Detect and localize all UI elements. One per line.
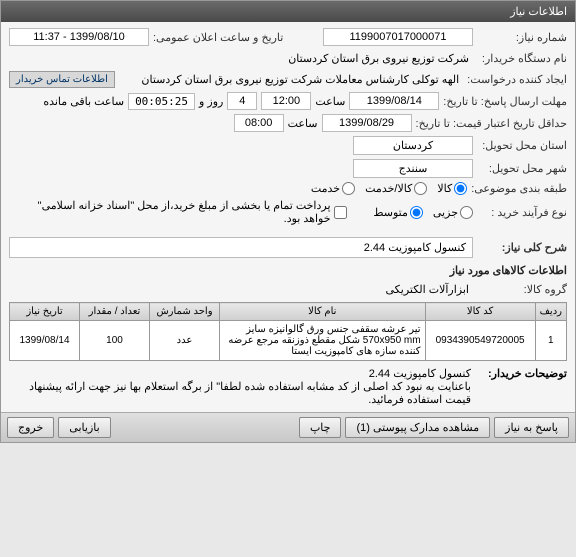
deliver-city: سنندج [353, 159, 473, 178]
topic-label: طبقه بندی موضوعی: [471, 182, 567, 195]
days-label: روز و [199, 95, 223, 108]
deliver-prov-label: استان محل تحویل: [477, 139, 567, 152]
proc-label: نوع فرآیند خرید : [477, 206, 567, 219]
items-table: ردیف کد کالا نام کالا واحد شمارش تعداد /… [9, 302, 567, 361]
th-row: ردیف [535, 303, 566, 321]
table-header-row: ردیف کد کالا نام کالا واحد شمارش تعداد /… [10, 303, 567, 321]
footer-bar: پاسخ به نیاز مشاهده مدارک پیوستی (1) چاپ… [1, 412, 575, 442]
th-date: تاریخ نیاز [10, 303, 80, 321]
window-title: اطلاعات نیاز [510, 6, 567, 18]
days-value: 4 [227, 92, 257, 110]
print-button[interactable]: چاپ [299, 417, 342, 438]
announce-value: 1399/08/10 - 11:37 [9, 28, 149, 46]
main-desc-label: شرح کلی نیاز: [477, 241, 567, 254]
deadline-time: 12:00 [261, 92, 311, 110]
contact-button[interactable]: اطلاعات تماس خریدار [9, 71, 115, 88]
buyer-notes: توضیحات خریدار: کنسول کامپوزیت 2.44 باعن… [9, 367, 567, 406]
proc-small-radio[interactable]: جزیی [433, 206, 473, 219]
valid-time: 08:00 [234, 114, 284, 132]
creator-value: الهه توکلی کارشناس معاملات شرکت توزیع نی… [119, 71, 463, 88]
buyer-org-value: شرکت توزیع نیروی برق استان کردستان [284, 50, 473, 67]
valid-label: حداقل تاریخ اعتبار قیمت: تا تاریخ: [416, 117, 567, 130]
group-label: گروه کالا: [477, 283, 567, 296]
deadline-label: مهلت ارسال پاسخ: تا تاریخ: [443, 95, 567, 108]
form-area: شماره نیاز: 1199007017000071 تاریخ و ساع… [1, 22, 575, 412]
req-no-label: شماره نیاز: [477, 31, 567, 44]
deliver-city-label: شهر محل تحویل: [477, 162, 567, 175]
reply-button[interactable]: پاسخ به نیاز [494, 417, 569, 438]
td-date: 1399/08/14 [10, 321, 80, 361]
topic-goods-radio[interactable]: کالا [437, 182, 467, 195]
proc-medium-radio[interactable]: متوسط [373, 206, 423, 219]
refresh-button[interactable]: بازیابی [58, 417, 110, 438]
td-qty: 100 [80, 321, 150, 361]
attach-button[interactable]: مشاهده مدارک پیوستی (1) [345, 417, 490, 438]
announce-label: تاریخ و ساعت اعلان عمومی: [153, 31, 283, 44]
topic-radio-group: کالا کالا/خدمت خدمت [311, 182, 467, 195]
group-value: ابزارآلات الکتریکی [382, 281, 473, 298]
topic-servonly-radio[interactable]: خدمت [311, 182, 355, 195]
info-window: اطلاعات نیاز شماره نیاز: 119900701700007… [0, 0, 576, 443]
main-desc-value: کنسول کامپوزیت 2.44 [9, 237, 473, 258]
time-label-2: ساعت [288, 117, 318, 130]
proc-radio-group: جزیی متوسط [373, 206, 473, 219]
td-unit: عدد [150, 321, 220, 361]
time-label-1: ساعت [315, 95, 345, 108]
th-unit: واحد شمارش [150, 303, 220, 321]
td-code: 0934390549720005 [425, 321, 535, 361]
notes-text: کنسول کامپوزیت 2.44 باعنایت به نبود کد ا… [9, 367, 471, 406]
th-code: کد کالا [425, 303, 535, 321]
td-name: تیر عرشه سقفی جنس ورق گالوانیزه سایز 570… [220, 321, 426, 361]
remaining-label: ساعت باقی مانده [43, 95, 124, 108]
pay-note-checkbox[interactable]: پرداخت تمام یا بخشی از مبلغ خرید،از محل … [9, 199, 347, 225]
th-qty: تعداد / مقدار [80, 303, 150, 321]
td-idx: 1 [535, 321, 566, 361]
th-name: نام کالا [220, 303, 426, 321]
exit-button[interactable]: خروج [7, 417, 54, 438]
table-row[interactable]: 1 0934390549720005 تیر عرشه سقفی جنس ورق… [10, 321, 567, 361]
creator-label: ایجاد کننده درخواست: [467, 73, 567, 86]
topic-service-radio[interactable]: کالا/خدمت [365, 182, 427, 195]
title-bar: اطلاعات نیاز [1, 1, 575, 22]
deadline-date: 1399/08/14 [349, 92, 439, 110]
notes-label: توضیحات خریدار: [477, 367, 567, 406]
valid-date: 1399/08/29 [322, 114, 412, 132]
buyer-org-label: نام دستگاه خریدار: [477, 52, 567, 65]
req-no-value: 1199007017000071 [323, 28, 473, 46]
deliver-prov: کردستان [353, 136, 473, 155]
items-section-title: اطلاعات کالاهای مورد نیاز [9, 264, 567, 277]
countdown-timer: 00:05:25 [128, 93, 195, 110]
